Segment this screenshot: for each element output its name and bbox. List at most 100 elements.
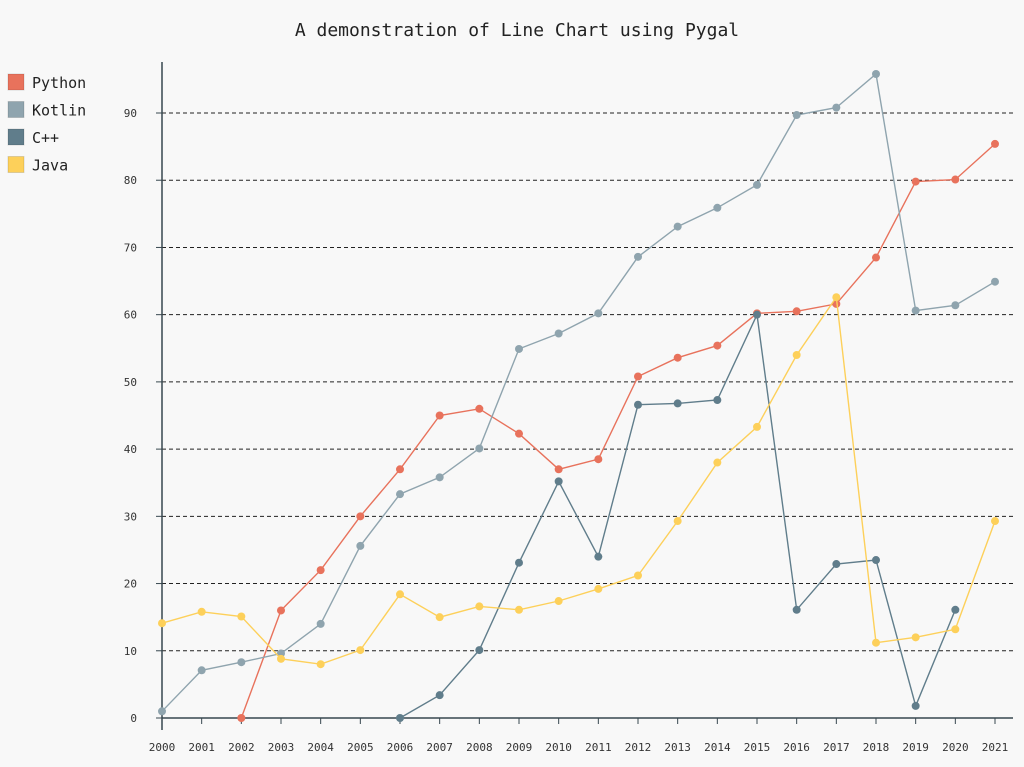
x-tick-label: 2008 — [466, 741, 493, 754]
data-point-kotlin-2016[interactable] — [792, 111, 801, 120]
data-point-python-2006[interactable] — [396, 465, 404, 474]
data-point-kotlin-2000[interactable] — [158, 707, 166, 716]
data-point-java-2012[interactable] — [634, 571, 642, 580]
data-point-python-2014[interactable] — [713, 341, 722, 350]
data-point-python-2021[interactable] — [991, 139, 999, 148]
data-point-python-2002[interactable] — [237, 714, 246, 722]
data-point-kotlin-2009[interactable] — [515, 344, 523, 353]
data-point-python-2009[interactable] — [515, 429, 523, 438]
data-point-java-2003[interactable] — [277, 654, 285, 663]
data-point-kotlin-2008[interactable] — [475, 444, 484, 453]
data-point-kotlin-2017[interactable] — [832, 103, 841, 112]
data-point-cpp-2016[interactable] — [792, 605, 801, 614]
data-point-cpp-2012[interactable] — [634, 400, 642, 409]
data-point-kotlin-2018[interactable] — [872, 70, 880, 79]
data-point-java-2004[interactable] — [316, 660, 325, 669]
data-point-python-2012[interactable] — [634, 372, 642, 381]
legend-swatch-kotlin — [7, 101, 25, 118]
data-point-java-2009[interactable] — [515, 605, 523, 614]
data-point-python-2018[interactable] — [872, 253, 880, 262]
data-point-python-2007[interactable] — [435, 411, 444, 420]
data-point-python-2011[interactable] — [594, 455, 603, 464]
legend-label-java: Java — [32, 157, 68, 175]
data-point-python-2013[interactable] — [673, 353, 682, 362]
data-point-kotlin-2014[interactable] — [713, 203, 722, 212]
data-point-java-2019[interactable] — [911, 633, 920, 642]
x-tick-label: 2018 — [863, 741, 890, 754]
data-point-cpp-2018[interactable] — [872, 556, 880, 565]
x-tick-label: 2019 — [902, 741, 929, 754]
data-point-python-2017[interactable] — [832, 299, 841, 308]
data-point-python-2010[interactable] — [554, 465, 563, 474]
data-point-kotlin-2004[interactable] — [316, 619, 325, 628]
y-tick-label: 50 — [124, 376, 137, 389]
data-point-java-2005[interactable] — [356, 646, 365, 655]
data-point-java-2014[interactable] — [713, 458, 722, 467]
data-point-python-2005[interactable] — [356, 512, 365, 521]
x-tick-label: 2014 — [704, 741, 731, 754]
data-point-kotlin-2002[interactable] — [237, 658, 246, 667]
data-point-cpp-2015[interactable] — [753, 310, 761, 319]
data-point-java-2013[interactable] — [673, 517, 682, 526]
y-tick-label: 80 — [124, 174, 137, 187]
data-point-java-2016[interactable] — [792, 351, 801, 359]
data-point-cpp-2006[interactable] — [396, 714, 404, 722]
data-point-python-2020[interactable] — [951, 175, 960, 184]
x-tick-label: 2016 — [783, 741, 810, 754]
data-point-kotlin-2015[interactable] — [753, 180, 761, 189]
data-point-cpp-2019[interactable] — [911, 701, 920, 710]
data-point-java-2007[interactable] — [435, 613, 444, 622]
data-point-cpp-2009[interactable] — [515, 558, 523, 567]
x-axis-ticks: 2000 2001 2002 2003 2004 2005 2006 2007 2008 2009… — [149, 718, 1008, 754]
legend-swatch-python — [7, 73, 25, 91]
data-point-kotlin-2011[interactable] — [594, 309, 603, 318]
data-point-python-2016[interactable] — [792, 307, 801, 316]
data-point-java-2017[interactable] — [832, 293, 841, 302]
data-point-kotlin-2005[interactable] — [356, 541, 365, 550]
data-point-java-2002[interactable] — [237, 612, 246, 621]
x-tick-label: 2010 — [545, 741, 572, 754]
y-tick-label: 10 — [124, 645, 137, 658]
data-point-cpp-2008[interactable] — [475, 646, 484, 655]
data-point-cpp-2014[interactable] — [713, 396, 722, 405]
y-tick-label: 30 — [124, 510, 137, 523]
data-point-kotlin-2013[interactable] — [673, 222, 682, 231]
data-point-kotlin-2006[interactable] — [396, 490, 404, 499]
x-tick-label: 2020 — [942, 741, 969, 754]
data-point-kotlin-2020[interactable] — [951, 301, 960, 310]
data-point-python-2004[interactable] — [316, 566, 325, 575]
data-point-cpp-2017[interactable] — [832, 560, 841, 569]
x-tick-label: 2000 — [149, 741, 176, 754]
data-point-kotlin-2021[interactable] — [991, 277, 999, 286]
data-point-kotlin-2019[interactable] — [911, 306, 920, 315]
data-point-kotlin-2010[interactable] — [554, 329, 563, 338]
data-point-kotlin-2012[interactable] — [634, 252, 642, 261]
data-point-python-2008[interactable] — [475, 404, 484, 413]
data-point-java-2021[interactable] — [991, 517, 999, 526]
series-cpp — [396, 310, 960, 722]
series-layer — [158, 70, 999, 722]
data-point-cpp-2007[interactable] — [435, 691, 444, 700]
legend-swatch-cpp — [7, 128, 25, 146]
data-point-cpp-2011[interactable] — [594, 552, 603, 561]
data-point-java-2010[interactable] — [554, 597, 563, 606]
x-tick-label: 2015 — [744, 741, 771, 754]
data-point-cpp-2013[interactable] — [673, 399, 682, 408]
data-point-kotlin-2007[interactable] — [435, 473, 444, 482]
data-point-java-2001[interactable] — [197, 607, 206, 616]
data-point-java-2008[interactable] — [475, 602, 484, 611]
x-tick-label: 2012 — [625, 741, 652, 754]
data-point-java-2015[interactable] — [753, 422, 761, 431]
data-point-java-2020[interactable] — [951, 625, 960, 634]
data-point-java-2018[interactable] — [872, 638, 880, 647]
data-point-cpp-2010[interactable] — [554, 477, 563, 486]
data-point-cpp-2020[interactable] — [951, 605, 960, 614]
x-tick-label: 2007 — [426, 741, 453, 754]
data-point-python-2003[interactable] — [277, 606, 285, 615]
data-point-python-2019[interactable] — [911, 177, 920, 186]
chart-title: A demonstration of Line Chart using Pyga… — [295, 20, 739, 41]
data-point-kotlin-2001[interactable] — [197, 666, 206, 675]
data-point-java-2006[interactable] — [396, 590, 404, 599]
data-point-java-2011[interactable] — [594, 584, 603, 593]
data-point-java-2000[interactable] — [158, 619, 166, 628]
